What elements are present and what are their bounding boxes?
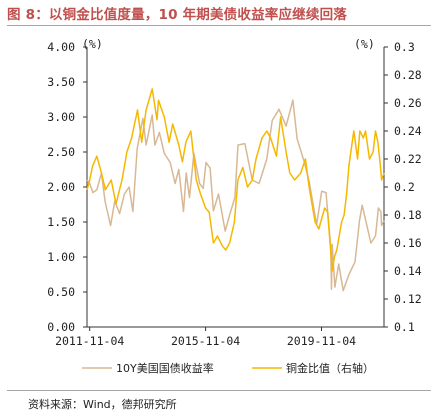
left-tick-label: 0.50 [47, 285, 75, 299]
x-tick-label: 2019-11-04 [287, 334, 356, 348]
right-tick-label: 0.18 [394, 208, 422, 222]
left-tick-label: 1.50 [47, 215, 75, 229]
left-axis-ticks: 4.00 3.50 3.00 2.50 2.00 1.50 1.00 0.50 0.00 [47, 40, 87, 334]
series-line-yield [86, 99, 385, 292]
right-axis-unit: (%) [354, 37, 375, 51]
source-note: 资料来源：Wind，德邦研究所 [28, 398, 177, 411]
right-tick-label: 0.14 [394, 264, 422, 278]
chart-title: 图 8：以铜金比值度量，10 年期美债收益率应继续回落 [7, 7, 347, 23]
left-tick-label: 2.00 [47, 180, 75, 194]
left-tick-label: 4.00 [47, 40, 75, 54]
right-tick-label: 0.3 [394, 40, 415, 54]
left-tick-label: 1.00 [47, 250, 75, 264]
right-tick-label: 0.26 [394, 96, 422, 110]
right-tick-label: 0.24 [394, 124, 422, 138]
left-axis-unit: (%) [82, 37, 103, 51]
series-line-copper-gold [86, 88, 385, 272]
x-axis-ticks: 2011-11-04 2015-11-04 2019-11-04 [55, 327, 356, 348]
x-tick-label: 2015-11-04 [171, 334, 240, 348]
right-axis-ticks: 0.3 0.28 0.26 0.24 0.22 0.2 0.18 0.16 0.14 0.12 0.… [384, 40, 422, 334]
legend: 10Y美国国债收益率 铜金比值（右轴） [82, 361, 374, 375]
x-tick-label: 2011-11-04 [55, 334, 124, 348]
left-tick-label: 3.50 [47, 75, 75, 89]
right-tick-label: 0.2 [394, 180, 415, 194]
series-layer [86, 88, 385, 292]
source-divider [7, 390, 431, 391]
left-tick-label: 0.00 [47, 320, 75, 334]
title-divider [7, 25, 431, 26]
left-tick-label: 3.00 [47, 110, 75, 124]
legend-label-yield: 10Y美国国债收益率 [116, 361, 214, 375]
right-tick-label: 0.28 [394, 68, 422, 82]
right-tick-label: 0.12 [394, 292, 422, 306]
right-tick-label: 0.16 [394, 236, 422, 250]
left-tick-label: 2.50 [47, 145, 75, 159]
legend-label-copper-gold: 铜金比值（右轴） [286, 361, 374, 375]
right-tick-label: 0.1 [394, 320, 415, 334]
right-tick-label: 0.22 [394, 152, 422, 166]
